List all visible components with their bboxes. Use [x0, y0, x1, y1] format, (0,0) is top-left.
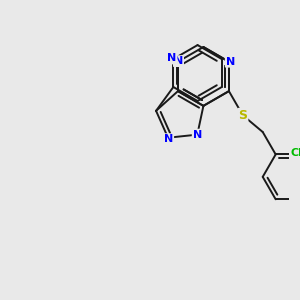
Text: N: N: [167, 53, 176, 64]
Text: S: S: [238, 109, 247, 122]
Text: N: N: [193, 130, 202, 140]
Text: Cl: Cl: [290, 148, 300, 158]
Text: N: N: [164, 134, 173, 144]
Text: N: N: [174, 56, 183, 66]
Text: N: N: [226, 57, 235, 67]
